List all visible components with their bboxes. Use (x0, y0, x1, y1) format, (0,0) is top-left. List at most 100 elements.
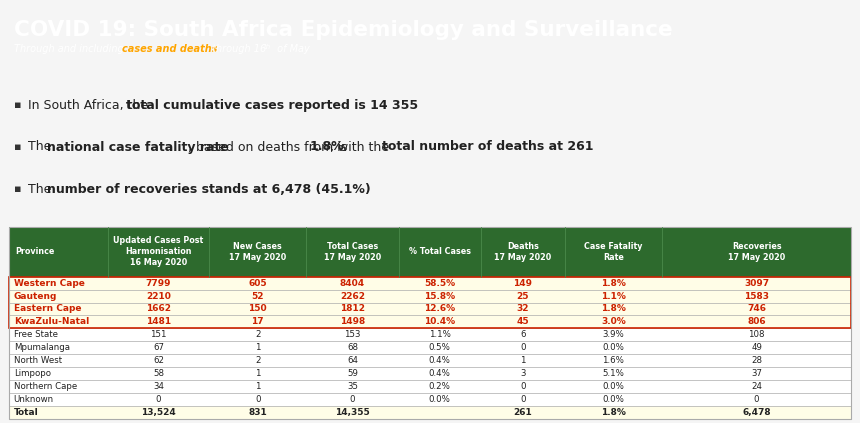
Text: 153: 153 (344, 330, 360, 339)
Text: Gauteng: Gauteng (14, 291, 57, 301)
Text: Total Cases
17 May 2020: Total Cases 17 May 2020 (324, 242, 381, 261)
Bar (9, 277, 851, 328)
Text: number of recoveries stands at 6,478 (45.1%): number of recoveries stands at 6,478 (45… (46, 182, 371, 195)
Text: North West: North West (14, 356, 62, 365)
Bar (9, 354, 851, 367)
Text: 14,355: 14,355 (335, 408, 370, 417)
Bar (9, 277, 851, 290)
Text: 1: 1 (255, 369, 261, 378)
Text: 17: 17 (251, 317, 264, 327)
Bar (9, 380, 851, 393)
Text: 15.8%: 15.8% (424, 291, 455, 301)
Text: COVID 19: South Africa Epidemiology and Surveillance: COVID 19: South Africa Epidemiology and … (14, 20, 673, 40)
Text: 1498: 1498 (340, 317, 365, 327)
Text: 64: 64 (347, 356, 358, 365)
Text: 68: 68 (347, 343, 358, 352)
Text: Limpopo: Limpopo (14, 369, 51, 378)
Text: ▪: ▪ (14, 184, 22, 194)
Text: The: The (28, 182, 55, 195)
Text: 149: 149 (513, 279, 532, 288)
Text: Mpumalanga: Mpumalanga (14, 343, 70, 352)
Text: 0: 0 (520, 382, 525, 391)
Text: 1: 1 (255, 343, 261, 352)
Text: of May: of May (274, 44, 310, 54)
Text: 34: 34 (153, 382, 164, 391)
Text: 1583: 1583 (744, 291, 769, 301)
Text: national case fatality rate: national case fatality rate (46, 140, 229, 154)
Text: 0.4%: 0.4% (429, 356, 451, 365)
Text: 35: 35 (347, 382, 358, 391)
Text: Case Fatality
Rate: Case Fatality Rate (584, 242, 642, 261)
Text: 6,478: 6,478 (742, 408, 771, 417)
Text: , based on deaths from is: , based on deaths from is (187, 140, 351, 154)
Text: 1.8%: 1.8% (601, 305, 626, 313)
Text: 806: 806 (747, 317, 766, 327)
Text: 2: 2 (255, 330, 261, 339)
Bar (9, 328, 851, 341)
Text: 108: 108 (748, 330, 765, 339)
Text: 1.8%: 1.8% (310, 140, 344, 154)
Text: 0.0%: 0.0% (602, 395, 624, 404)
Text: 28: 28 (751, 356, 762, 365)
Text: 605: 605 (249, 279, 267, 288)
Bar (9, 290, 851, 302)
Text: 8404: 8404 (340, 279, 365, 288)
Text: Eastern Cape: Eastern Cape (14, 305, 81, 313)
Text: 62: 62 (153, 356, 164, 365)
Text: 49: 49 (751, 343, 762, 352)
Text: 5.1%: 5.1% (602, 369, 624, 378)
Text: 24: 24 (751, 382, 762, 391)
Text: The: The (28, 140, 55, 154)
Bar (9, 302, 851, 316)
Text: 2: 2 (255, 356, 261, 365)
Text: Total: Total (14, 408, 39, 417)
Text: 25: 25 (517, 291, 529, 301)
Text: % Total Cases: % Total Cases (408, 247, 470, 256)
Text: 261: 261 (513, 408, 532, 417)
Text: 1.8%: 1.8% (601, 279, 626, 288)
Text: 0.4%: 0.4% (429, 369, 451, 378)
Text: In South Africa, the: In South Africa, the (28, 99, 152, 112)
Text: 746: 746 (747, 305, 766, 313)
Text: 150: 150 (249, 305, 267, 313)
Text: 1812: 1812 (340, 305, 365, 313)
Text: 2210: 2210 (146, 291, 171, 301)
Text: Recoveries
17 May 2020: Recoveries 17 May 2020 (728, 242, 785, 261)
Text: 3.0%: 3.0% (601, 317, 626, 327)
Text: 3097: 3097 (744, 279, 769, 288)
Text: Unknown: Unknown (14, 395, 54, 404)
Text: New Cases
17 May 2020: New Cases 17 May 2020 (229, 242, 286, 261)
Text: Western Cape: Western Cape (14, 279, 84, 288)
Text: Free State: Free State (14, 330, 58, 339)
Text: total number of deaths at 261: total number of deaths at 261 (382, 140, 593, 154)
Bar (9, 367, 851, 380)
Text: Deaths
17 May 2020: Deaths 17 May 2020 (494, 242, 551, 261)
Bar (9, 341, 851, 354)
Text: 0.5%: 0.5% (429, 343, 451, 352)
Text: through 16: through 16 (209, 44, 267, 54)
Bar (9, 406, 851, 419)
Text: 1.1%: 1.1% (601, 291, 626, 301)
Text: 831: 831 (249, 408, 267, 417)
Text: 0: 0 (520, 343, 525, 352)
Text: th: th (264, 44, 271, 50)
Text: 10.4%: 10.4% (424, 317, 455, 327)
Text: , with the: , with the (330, 140, 393, 154)
Text: 6: 6 (520, 330, 525, 339)
Text: 45: 45 (516, 317, 529, 327)
Text: Through and including: Through and including (14, 44, 127, 54)
Text: 1: 1 (255, 382, 261, 391)
Text: 1.8%: 1.8% (601, 408, 626, 417)
Text: KwaZulu-Natal: KwaZulu-Natal (14, 317, 89, 327)
Text: 32: 32 (517, 305, 529, 313)
Text: 52: 52 (251, 291, 264, 301)
Text: 0: 0 (520, 395, 525, 404)
Text: ▪: ▪ (14, 100, 22, 110)
Text: 1.6%: 1.6% (602, 356, 624, 365)
Text: 58: 58 (153, 369, 164, 378)
Text: 3: 3 (520, 369, 525, 378)
Bar (9, 227, 851, 277)
Text: 0.2%: 0.2% (429, 382, 451, 391)
Text: 151: 151 (150, 330, 167, 339)
Text: 0: 0 (350, 395, 355, 404)
